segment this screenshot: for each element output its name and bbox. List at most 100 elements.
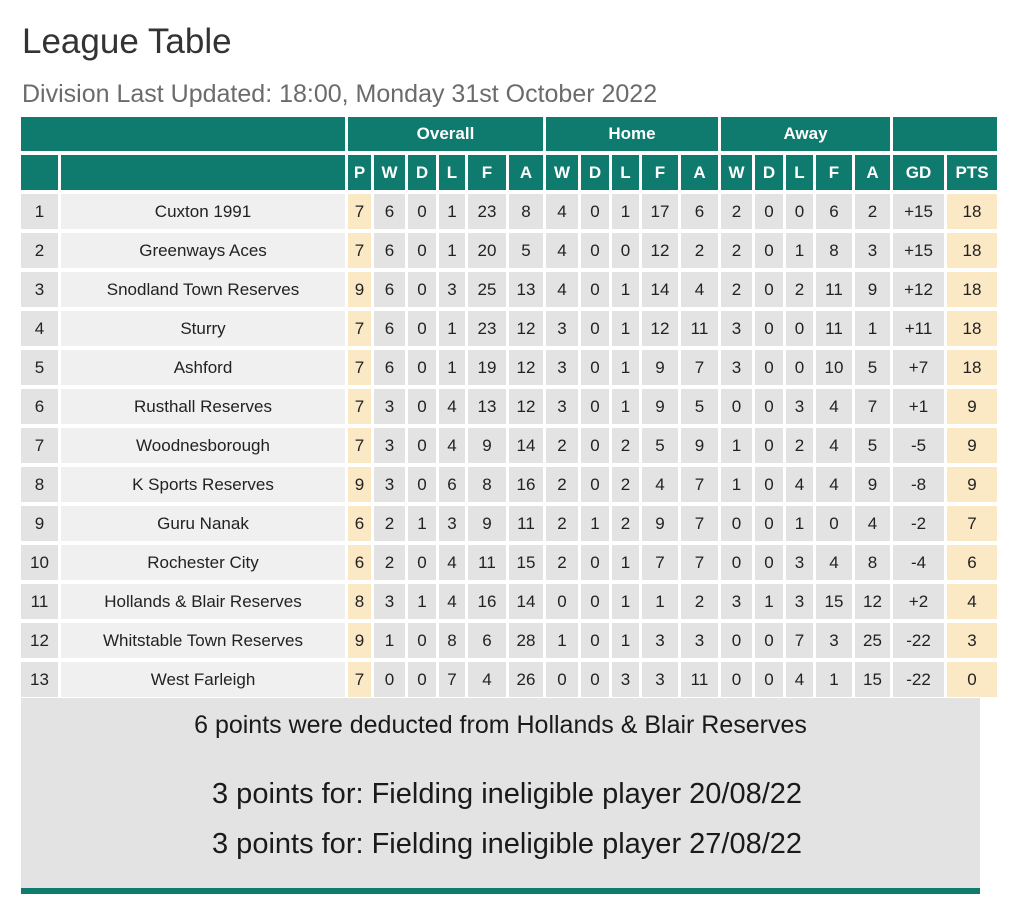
group-header-overall: Overall xyxy=(348,117,546,155)
played-cell: 9 xyxy=(348,272,374,311)
points-cell: 9 xyxy=(947,389,1000,428)
table-cell: 0 xyxy=(408,623,439,662)
table-cell: 0 xyxy=(581,389,612,428)
table-cell: 7 xyxy=(439,662,468,701)
goal-difference-cell: -4 xyxy=(893,545,947,584)
table-cell: 0 xyxy=(755,428,786,467)
table-cell: 1 xyxy=(612,389,642,428)
table-cell: 0 xyxy=(755,389,786,428)
column-header xyxy=(21,155,61,194)
played-cell: 7 xyxy=(348,350,374,389)
played-cell: 8 xyxy=(348,584,374,623)
points-cell: 9 xyxy=(947,428,1000,467)
table-cell: 4 xyxy=(546,272,581,311)
table-cell: 0 xyxy=(755,467,786,506)
table-cell: 25 xyxy=(468,272,509,311)
table-cell: 4 xyxy=(786,662,816,701)
points-cell: 4 xyxy=(947,584,1000,623)
table-cell: 2 xyxy=(855,194,893,233)
table-cell: 2 xyxy=(546,428,581,467)
team-name-cell: Sturry xyxy=(61,311,348,350)
table-cell: 20 xyxy=(468,233,509,272)
table-cell: 2 xyxy=(546,506,581,545)
table-cell: 6 xyxy=(816,194,855,233)
table-cell: 0 xyxy=(408,545,439,584)
position-cell: 4 xyxy=(21,311,61,350)
table-cell: 14 xyxy=(509,428,546,467)
table-cell: 0 xyxy=(581,467,612,506)
table-cell: 3 xyxy=(439,506,468,545)
column-header: F xyxy=(642,155,681,194)
table-row: 9 Guru Nanak 6 2 1 3 9 11 2 1 2 9 7 0 0 1 0 4 -2 7 xyxy=(21,506,1000,545)
position-cell: 1 xyxy=(21,194,61,233)
table-cell: 0 xyxy=(581,545,612,584)
position-cell: 6 xyxy=(21,389,61,428)
team-name-cell: Rochester City xyxy=(61,545,348,584)
table-cell: 0 xyxy=(755,233,786,272)
table-cell: 12 xyxy=(509,389,546,428)
table-cell: 1 xyxy=(408,584,439,623)
table-cell: 8 xyxy=(439,623,468,662)
table-cell: 3 xyxy=(642,662,681,701)
goal-difference-cell: +12 xyxy=(893,272,947,311)
table-cell: 3 xyxy=(374,467,408,506)
table-body: 1 Cuxton 1991 7 6 0 1 23 8 4 0 1 17 6 2 0 0 6 2 +15 18 2 Gree… xyxy=(21,194,1000,701)
column-header-row: P W D L F A W D L F A W D L F A GD PTS xyxy=(21,155,1000,194)
table-cell: 14 xyxy=(642,272,681,311)
table-cell: 0 xyxy=(721,506,755,545)
table-cell: 3 xyxy=(546,389,581,428)
table-cell: 2 xyxy=(681,233,721,272)
position-cell: 11 xyxy=(21,584,61,623)
team-name-cell: Guru Nanak xyxy=(61,506,348,545)
position-cell: 5 xyxy=(21,350,61,389)
table-cell: 9 xyxy=(468,506,509,545)
table-cell: 11 xyxy=(468,545,509,584)
deduction-reason: 3 points for: Fielding ineligible player… xyxy=(212,828,803,860)
goal-difference-cell: +2 xyxy=(893,584,947,623)
table-cell: 2 xyxy=(612,428,642,467)
table-cell: 0 xyxy=(755,506,786,545)
goal-difference-cell: -8 xyxy=(893,467,947,506)
table-cell: 4 xyxy=(816,428,855,467)
table-cell: 1 xyxy=(439,311,468,350)
deduction-notes: 6 points were deducted from Hollands & B… xyxy=(21,698,980,888)
table-row: 3 Snodland Town Reserves 9 6 0 3 25 13 4 0 1 14 4 2 0 2… xyxy=(21,272,1000,311)
table-cell: 0 xyxy=(721,623,755,662)
table-cell: 12 xyxy=(509,311,546,350)
league-table: Overall Home Away P W D L F A W D L F A W D L F A GD PTS … xyxy=(21,117,1000,701)
table-cell: 0 xyxy=(581,584,612,623)
column-header: GD xyxy=(893,155,947,194)
table-cell: 1 xyxy=(439,350,468,389)
table-cell: 0 xyxy=(721,545,755,584)
table-cell: 6 xyxy=(439,467,468,506)
table-cell: 3 xyxy=(721,311,755,350)
table-cell: 0 xyxy=(408,311,439,350)
group-header-away: Away xyxy=(721,117,893,155)
table-cell: 4 xyxy=(816,545,855,584)
team-name-cell: Whitstable Town Reserves xyxy=(61,623,348,662)
position-cell: 10 xyxy=(21,545,61,584)
table-cell: 7 xyxy=(681,506,721,545)
played-cell: 6 xyxy=(348,506,374,545)
team-name-cell: Cuxton 1991 xyxy=(61,194,348,233)
table-cell: 3 xyxy=(374,428,408,467)
column-header: F xyxy=(468,155,509,194)
table-cell: 13 xyxy=(468,389,509,428)
table-cell: 11 xyxy=(816,272,855,311)
table-cell: 25 xyxy=(855,623,893,662)
table-cell: 1 xyxy=(612,584,642,623)
table-cell: 23 xyxy=(468,311,509,350)
table-cell: 1 xyxy=(642,584,681,623)
table-cell: 9 xyxy=(681,428,721,467)
table-cell: 6 xyxy=(374,272,408,311)
played-cell: 9 xyxy=(348,623,374,662)
position-cell: 7 xyxy=(21,428,61,467)
table-cell: 8 xyxy=(816,233,855,272)
team-name-cell: Hollands & Blair Reserves xyxy=(61,584,348,623)
table-cell: 0 xyxy=(755,545,786,584)
table-cell: 2 xyxy=(786,272,816,311)
column-header: F xyxy=(816,155,855,194)
table-cell: 4 xyxy=(546,233,581,272)
table-cell: 1 xyxy=(546,623,581,662)
